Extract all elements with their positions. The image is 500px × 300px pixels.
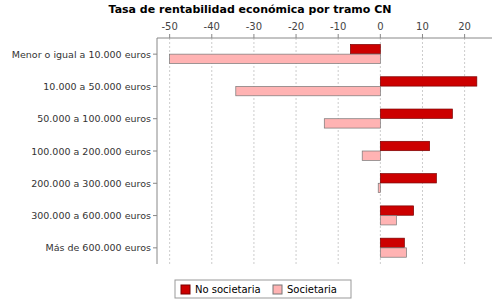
tick-label: 20	[458, 21, 471, 32]
tick-label: 10	[416, 21, 429, 32]
category-label: 50.000 a 100.000 euros	[37, 113, 151, 124]
tick-mark	[169, 34, 170, 38]
legend	[175, 280, 351, 298]
grid-line	[169, 38, 170, 264]
category-label: 300.000 a 600.000 euros	[31, 210, 151, 221]
legend-swatch	[273, 285, 282, 294]
bar	[380, 206, 413, 215]
bar	[350, 44, 380, 53]
tick-label: -20	[288, 21, 304, 32]
tick-label: -50	[161, 21, 177, 32]
category-tick	[153, 183, 157, 184]
grid-line	[253, 38, 254, 264]
x-axis	[157, 38, 492, 39]
bar	[170, 54, 381, 63]
category-tick	[153, 247, 157, 248]
grid-line	[464, 38, 465, 264]
tick-mark	[338, 34, 339, 38]
category-tick	[153, 118, 157, 119]
legend-label: No societaria	[195, 284, 261, 295]
category-tick	[153, 86, 157, 87]
tick-mark	[211, 34, 212, 38]
bar	[362, 151, 380, 160]
tick-label: -10	[330, 21, 346, 32]
bar	[380, 248, 406, 257]
grid-line	[296, 38, 297, 264]
bar	[380, 238, 404, 247]
bar	[380, 174, 436, 183]
bar	[380, 141, 429, 150]
grid-line	[211, 38, 212, 264]
title: Tasa de rentabilidad económica por tramo…	[109, 3, 392, 16]
category-label: Más de 600.000 euros	[45, 242, 151, 253]
bar	[324, 119, 380, 128]
grid-line	[338, 38, 339, 264]
category-label: 10.000 a 50.000 euros	[43, 81, 151, 92]
bars	[170, 44, 477, 257]
tick-label: 0	[377, 21, 383, 32]
tick-mark	[253, 34, 254, 38]
category-tick	[153, 215, 157, 216]
category-tick	[153, 54, 157, 55]
tick-mark	[464, 34, 465, 38]
category-tick	[153, 151, 157, 152]
tick-mark	[380, 34, 381, 38]
bar	[380, 77, 476, 86]
chart: Tasa de rentabilidad económica por tramo…	[0, 0, 500, 300]
tick-label: -40	[204, 21, 220, 32]
bar	[236, 86, 381, 95]
tick-label: -30	[246, 21, 262, 32]
category-label: Menor o igual a 10.000 euros	[12, 49, 151, 60]
bar	[378, 183, 380, 192]
category-label: 200.000 a 300.000 euros	[31, 178, 151, 189]
legend-label: Societaria	[287, 284, 337, 295]
bar	[380, 216, 396, 225]
tick-mark	[422, 34, 423, 38]
tick-mark	[296, 34, 297, 38]
bar	[380, 109, 452, 118]
legend-swatch	[181, 285, 190, 294]
category-label: 100.000 a 200.000 euros	[31, 146, 151, 157]
